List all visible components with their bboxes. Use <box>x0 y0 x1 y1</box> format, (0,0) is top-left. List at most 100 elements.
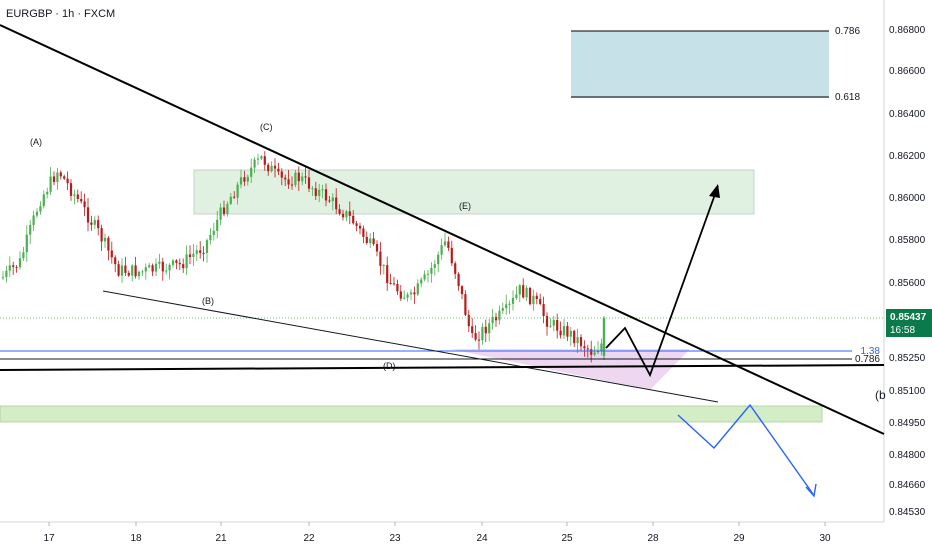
time-tick-label: 21 <box>215 533 227 544</box>
candle-body <box>49 176 52 192</box>
candle-body <box>549 325 552 327</box>
candle-body <box>185 254 188 269</box>
candle-body <box>73 194 76 196</box>
candle-body <box>188 254 192 257</box>
time-tick-label: 18 <box>130 533 142 544</box>
candle-body <box>1 277 5 279</box>
price-tick-label: 0.84530 <box>889 507 926 518</box>
extension-level-label: 0.786 <box>855 354 880 365</box>
candle-body <box>518 285 521 295</box>
candle-body <box>12 265 15 267</box>
horizontal-support-line <box>0 364 885 371</box>
candle-body <box>32 215 35 226</box>
candle-body <box>602 318 606 356</box>
candle-body <box>416 283 419 295</box>
wave-label-e: (E) <box>459 201 471 211</box>
candle-body <box>413 292 416 295</box>
candle-body <box>229 196 232 204</box>
candle-body <box>25 234 28 253</box>
candle-body <box>324 189 328 201</box>
candle-body <box>127 272 130 276</box>
candle-body <box>494 316 498 321</box>
candle-body <box>110 250 113 258</box>
time-tick-label: 30 <box>819 533 831 544</box>
candle-body <box>348 211 351 216</box>
candle-body <box>321 189 324 191</box>
price-tick-label: 0.85600 <box>889 278 926 289</box>
candle-body <box>52 176 56 183</box>
candle-body <box>202 252 205 254</box>
time-tick-label: 25 <box>561 533 573 544</box>
candle-body <box>42 194 45 207</box>
time-tick-label: 22 <box>303 533 315 544</box>
candle-body <box>168 264 171 271</box>
candle-body <box>365 236 368 243</box>
price-tick-label: 0.84660 <box>889 480 926 491</box>
candle-body <box>297 172 300 182</box>
wave-label-c: (C) <box>260 122 273 132</box>
wave-label-d: (D) <box>383 361 396 371</box>
candle-body <box>161 261 164 272</box>
candle-body <box>120 265 124 276</box>
candle-body <box>280 171 283 178</box>
candle-body <box>389 283 392 285</box>
price-tick-label: 0.86200 <box>889 151 926 162</box>
candle-body <box>379 251 382 266</box>
candle-body <box>443 241 447 246</box>
candle-body <box>260 156 263 159</box>
candle-body <box>195 250 198 254</box>
candle-body <box>35 211 39 216</box>
candle-body <box>552 319 555 326</box>
fib-level-label: 0.786 <box>835 26 860 37</box>
candle-body <box>209 234 212 241</box>
candle-body <box>369 238 372 243</box>
candle-body <box>328 200 331 202</box>
candle-body <box>219 207 222 220</box>
candle-body <box>158 261 161 264</box>
candle-body <box>284 177 287 180</box>
candle-body <box>243 177 246 182</box>
candle-body <box>471 326 474 334</box>
candle-body <box>107 237 110 251</box>
candle-body <box>114 257 117 265</box>
candle-body <box>90 222 93 225</box>
candle-body <box>430 267 433 274</box>
candle-body <box>273 165 277 169</box>
candle-body <box>236 184 239 198</box>
candle-body <box>409 292 413 295</box>
candle-body <box>311 188 314 190</box>
candle-body <box>508 303 511 305</box>
candle-body <box>131 265 134 276</box>
upper-target-zone <box>571 31 829 98</box>
candle-body <box>406 294 409 298</box>
time-tick-label: 23 <box>389 533 401 544</box>
candle-body <box>341 213 345 218</box>
candle-body <box>532 295 535 305</box>
candlestick-series <box>1 151 606 363</box>
candle-body <box>423 274 426 280</box>
candle-body <box>216 219 219 231</box>
support-zone <box>0 405 823 423</box>
candle-body <box>287 179 290 185</box>
candle-body <box>454 263 457 274</box>
candle-body <box>39 206 42 212</box>
candle-body <box>318 189 321 197</box>
candle-body <box>511 298 515 304</box>
wave-label-b: (B) <box>202 296 214 306</box>
candle-body <box>178 262 181 265</box>
candle-body <box>579 337 583 347</box>
chart-title: EURGBP · 1h · FXCM <box>6 8 115 20</box>
candle-body <box>420 279 423 284</box>
time-tick-label: 24 <box>476 533 488 544</box>
candle-body <box>294 172 297 186</box>
candle-body <box>382 265 385 267</box>
candle-body <box>600 343 603 351</box>
candle-body <box>593 352 596 355</box>
candle-body <box>199 250 202 253</box>
time-tick-label: 29 <box>733 533 745 544</box>
candle-body <box>212 230 215 235</box>
candle-body <box>535 295 538 300</box>
time-tick-label: 17 <box>43 533 55 544</box>
